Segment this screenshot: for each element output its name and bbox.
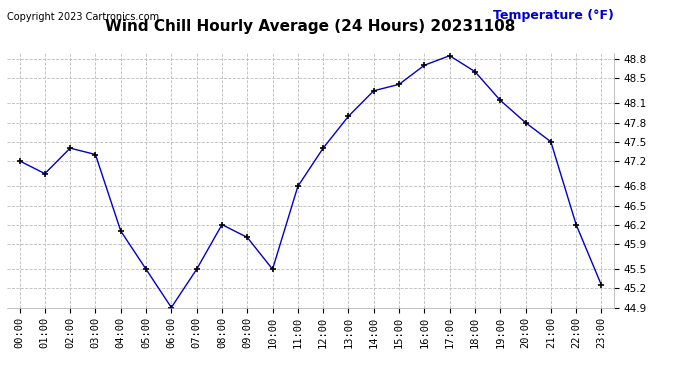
Text: Copyright 2023 Cartronics.com: Copyright 2023 Cartronics.com [7, 12, 159, 22]
Text: Wind Chill Hourly Average (24 Hours) 20231108: Wind Chill Hourly Average (24 Hours) 202… [106, 19, 515, 34]
Text: Temperature (°F): Temperature (°F) [493, 9, 614, 22]
